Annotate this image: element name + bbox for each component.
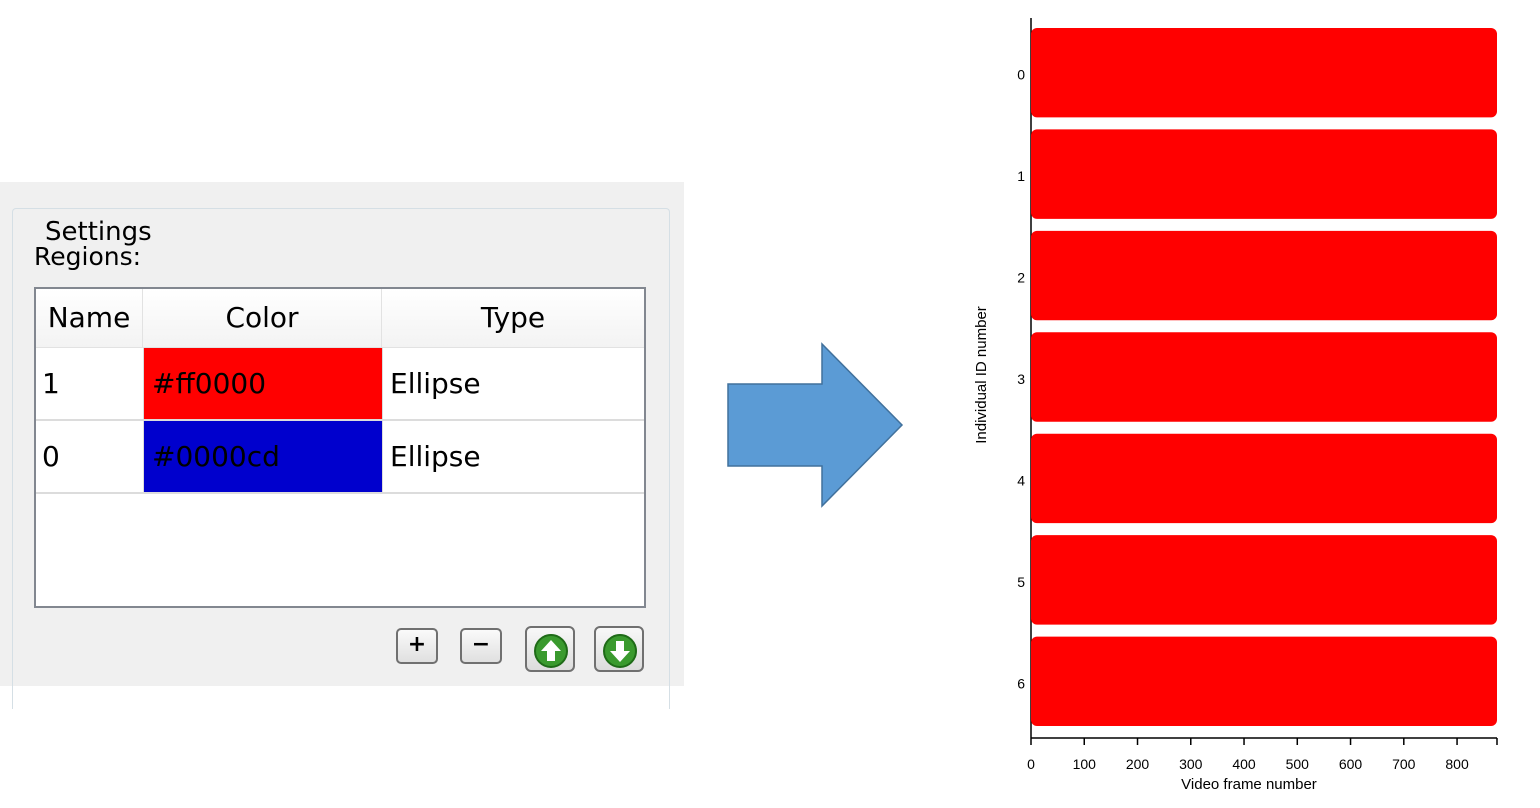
- column-header-type[interactable]: Type: [382, 289, 644, 348]
- bar-id-6: [1031, 636, 1497, 726]
- x-tick-label: 800: [1445, 756, 1469, 772]
- column-header-name[interactable]: Name: [36, 289, 143, 348]
- bar-id-3: [1031, 332, 1497, 422]
- x-tick-label: 0: [1027, 756, 1035, 772]
- column-header-color[interactable]: Color: [143, 289, 382, 348]
- y-tick-label: 4: [1017, 472, 1025, 488]
- region-type-cell[interactable]: Ellipse: [390, 440, 481, 473]
- x-tick-label: 500: [1286, 756, 1310, 772]
- x-tick-label: 700: [1392, 756, 1416, 772]
- bar-id-0: [1031, 28, 1497, 118]
- x-axis-label: Video frame number: [1181, 776, 1317, 793]
- x-tick-label: 100: [1073, 756, 1097, 772]
- x-tick-label: 600: [1339, 756, 1363, 772]
- x-tick-label: 200: [1126, 756, 1150, 772]
- y-tick-label: 5: [1017, 574, 1025, 590]
- bar-id-2: [1031, 230, 1497, 321]
- region-name-cell[interactable]: 0: [42, 440, 60, 473]
- table-row[interactable]: 1 #ff0000 Ellipse: [36, 348, 644, 421]
- bar-id-5: [1031, 535, 1497, 625]
- region-type-cell[interactable]: Ellipse: [390, 367, 481, 400]
- region-color-cell[interactable]: #0000cd: [144, 421, 382, 492]
- move-up-button[interactable]: [525, 626, 575, 672]
- regions-label: Regions:: [34, 242, 142, 271]
- bar-id-1: [1031, 129, 1497, 219]
- regions-table[interactable]: Name Color Type 1 #ff0000 Ellipse 0 #000…: [34, 287, 646, 608]
- region-name-cell[interactable]: 1: [42, 367, 60, 400]
- y-axis-label: Individual ID number: [973, 306, 990, 444]
- remove-region-button[interactable]: −: [460, 628, 502, 664]
- y-tick-label: 2: [1017, 270, 1025, 286]
- y-tick-label: 6: [1017, 675, 1025, 691]
- right-arrow-icon: [727, 342, 904, 508]
- settings-panel: Settings Regions: Name Color Type 1 #ff0…: [0, 182, 684, 709]
- region-color-cell[interactable]: #ff0000: [144, 348, 382, 419]
- frame-chart: 0 1 2 3 4 5 6 0 100 200 300 400 500 600 700 800 Individ…: [973, 18, 1498, 793]
- table-row[interactable]: 0 #0000cd Ellipse: [36, 421, 644, 494]
- arrow-down-icon: [603, 634, 637, 668]
- bar-id-4: [1031, 433, 1497, 524]
- arrow-up-icon: [534, 634, 568, 668]
- settings-group-title: Settings: [41, 217, 156, 247]
- add-region-button[interactable]: +: [396, 628, 438, 664]
- x-tick-label: 300: [1179, 756, 1203, 772]
- y-tick-label: 1: [1017, 168, 1025, 184]
- move-down-button[interactable]: [594, 626, 644, 672]
- x-tick-label: 400: [1232, 756, 1256, 772]
- y-tick-label: 0: [1017, 67, 1025, 83]
- settings-group: Settings: [12, 208, 670, 709]
- y-tick-label: 3: [1017, 371, 1025, 387]
